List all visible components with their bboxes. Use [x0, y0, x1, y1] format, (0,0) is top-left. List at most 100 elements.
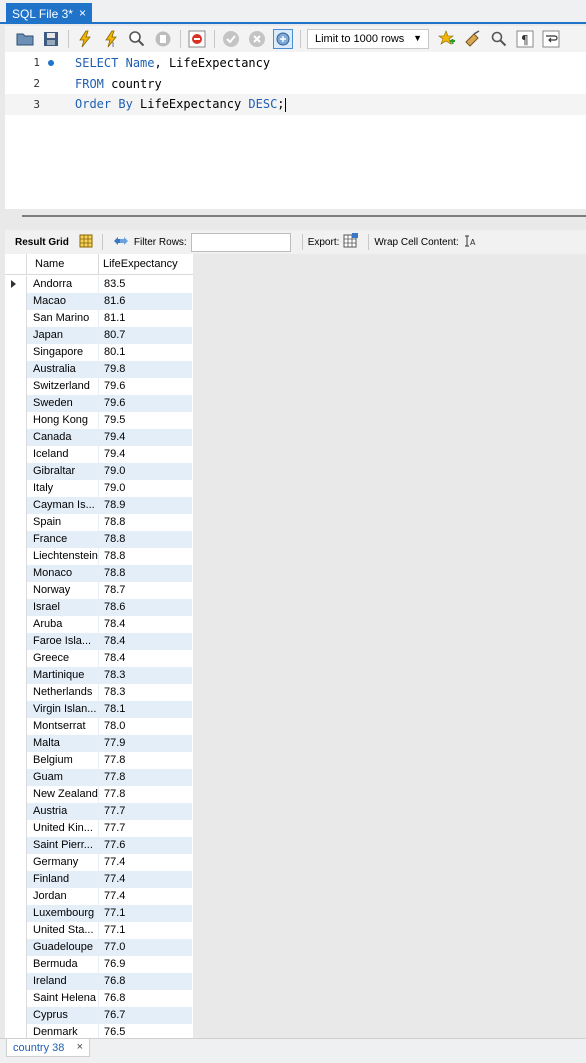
cell-name[interactable]: Israel	[27, 599, 99, 616]
cell-lifeexpectancy[interactable]: 77.1	[99, 905, 192, 922]
cell-lifeexpectancy[interactable]: 77.7	[104, 822, 126, 834]
cell-name[interactable]: Germany	[27, 854, 99, 871]
cell-name[interactable]: Faroe Isla...	[27, 633, 99, 650]
table-row[interactable]: Finland 77.4	[5, 871, 193, 888]
sql-editor[interactable]: 1 SELECT Name, LifeExpectancy 2 FROM cou…	[5, 52, 586, 209]
sql-file-tab[interactable]: SQL File 3* ×	[6, 3, 92, 24]
cell-lifeexpectancy[interactable]: 78.4	[99, 633, 192, 650]
cell-lifeexpectancy[interactable]: 78.0	[104, 720, 126, 732]
table-row[interactable]: Malta 77.9	[5, 735, 193, 752]
cell-lifeexpectancy[interactable]: 77.6	[99, 837, 192, 854]
table-row[interactable]: Iceland 79.4	[5, 446, 193, 463]
close-tab-icon[interactable]: ×	[76, 1041, 83, 1053]
row-selector[interactable]	[5, 786, 27, 803]
table-row[interactable]: Australia 79.8	[5, 361, 193, 378]
row-selector[interactable]	[5, 922, 27, 939]
table-row[interactable]: Jordan 77.4	[5, 888, 193, 905]
explain-icon[interactable]	[127, 29, 147, 49]
row-selector[interactable]	[5, 531, 27, 548]
cell-name[interactable]: Denmark	[27, 1024, 99, 1038]
wrap-icon[interactable]	[541, 29, 561, 49]
cell-name[interactable]: New Zealand	[27, 786, 99, 803]
cell-name[interactable]: Netherlands	[27, 684, 99, 701]
cell-lifeexpectancy[interactable]: 79.4	[104, 448, 126, 460]
row-selector[interactable]	[5, 378, 27, 395]
cell-lifeexpectancy[interactable]: 78.3	[99, 667, 192, 684]
cell-name[interactable]: Luxembourg	[27, 905, 99, 922]
row-selector[interactable]	[5, 565, 27, 582]
table-row[interactable]: Sweden 79.6	[5, 395, 193, 412]
cell-name[interactable]: Guadeloupe	[27, 939, 99, 956]
table-row[interactable]: Virgin Islan... 78.1	[5, 701, 193, 718]
cell-lifeexpectancy[interactable]: 76.5	[104, 1026, 126, 1038]
table-row[interactable]: Faroe Isla... 78.4	[5, 633, 193, 650]
row-selector[interactable]	[5, 667, 27, 684]
table-row[interactable]: Spain 78.8	[5, 514, 193, 531]
cell-lifeexpectancy[interactable]: 77.8	[99, 769, 192, 786]
table-row[interactable]: Canada 79.4	[5, 429, 193, 446]
column-header-lifeexpectancy[interactable]: LifeExpectancy	[103, 258, 178, 270]
table-row[interactable]: Austria 77.7	[5, 803, 193, 820]
row-selector[interactable]	[5, 769, 27, 786]
table-row[interactable]: Germany 77.4	[5, 854, 193, 871]
cell-lifeexpectancy[interactable]: 76.8	[104, 992, 126, 1004]
table-row[interactable]: Israel 78.6	[5, 599, 193, 616]
table-row[interactable]: Switzerland 79.6	[5, 378, 193, 395]
result-tab-country[interactable]: country 38 ×	[6, 1039, 90, 1057]
row-selector[interactable]	[5, 412, 27, 429]
row-selector[interactable]	[5, 718, 27, 735]
row-selector[interactable]	[5, 820, 27, 837]
cell-lifeexpectancy[interactable]: 79.4	[99, 429, 192, 446]
grid-view-icon[interactable]	[79, 234, 93, 251]
table-row[interactable]: Guam 77.8	[5, 769, 193, 786]
result-grid-label[interactable]: Result Grid	[15, 236, 69, 248]
row-selector[interactable]	[5, 276, 27, 293]
cell-name[interactable]: San Marino	[27, 310, 99, 327]
find-icon[interactable]	[489, 29, 509, 49]
table-row[interactable]: Andorra 83.5	[5, 276, 193, 293]
table-row[interactable]: Hong Kong 79.5	[5, 412, 193, 429]
cell-name[interactable]: Cyprus	[27, 1007, 99, 1024]
commit-icon[interactable]	[221, 29, 241, 49]
cell-lifeexpectancy[interactable]: 81.1	[104, 312, 126, 324]
table-row[interactable]: San Marino 81.1	[5, 310, 193, 327]
cell-name[interactable]: Australia	[27, 361, 99, 378]
row-selector[interactable]	[5, 327, 27, 344]
row-selector[interactable]	[5, 888, 27, 905]
close-tab-icon[interactable]: ×	[78, 6, 86, 20]
table-row[interactable]: Gibraltar 79.0	[5, 463, 193, 480]
cell-lifeexpectancy[interactable]: 79.6	[99, 395, 192, 412]
toggle-error-icon[interactable]	[187, 29, 207, 49]
row-selector-header[interactable]	[5, 254, 27, 274]
invisibles-icon[interactable]: ¶	[515, 29, 535, 49]
cell-name[interactable]: Martinique	[27, 667, 99, 684]
row-selector[interactable]	[5, 497, 27, 514]
cell-lifeexpectancy[interactable]: 80.1	[104, 346, 126, 358]
column-header-name[interactable]: Name	[27, 254, 99, 274]
row-selector[interactable]	[5, 361, 27, 378]
row-selector[interactable]	[5, 463, 27, 480]
cell-name[interactable]: Bermuda	[27, 956, 99, 973]
row-selector[interactable]	[5, 990, 27, 1007]
cell-name[interactable]: Malta	[27, 735, 99, 752]
row-selector[interactable]	[5, 939, 27, 956]
cell-name[interactable]: Iceland	[27, 446, 99, 463]
cell-lifeexpectancy[interactable]: 77.4	[104, 856, 126, 868]
wrap-cell-icon[interactable]: A	[463, 234, 477, 251]
limit-rows-select[interactable]: Limit to 1000 rows ▼	[307, 29, 429, 49]
table-row[interactable]: Saint Helena 76.8	[5, 990, 193, 1007]
cell-lifeexpectancy[interactable]: 81.6	[99, 293, 192, 310]
code-text[interactable]: Order By LifeExpectancy DESC;	[75, 97, 286, 112]
row-selector[interactable]	[5, 684, 27, 701]
table-row[interactable]: United Kin... 77.7	[5, 820, 193, 837]
table-row[interactable]: Guadeloupe 77.0	[5, 939, 193, 956]
row-selector[interactable]	[5, 752, 27, 769]
cell-name[interactable]: Spain	[27, 514, 99, 531]
table-row[interactable]: Luxembourg 77.1	[5, 905, 193, 922]
cell-lifeexpectancy[interactable]: 83.5	[104, 278, 126, 290]
row-selector[interactable]	[5, 973, 27, 990]
cell-lifeexpectancy[interactable]: 76.8	[99, 973, 192, 990]
row-selector[interactable]	[5, 871, 27, 888]
cell-name[interactable]: Singapore	[27, 344, 99, 361]
table-row[interactable]: Montserrat 78.0	[5, 718, 193, 735]
